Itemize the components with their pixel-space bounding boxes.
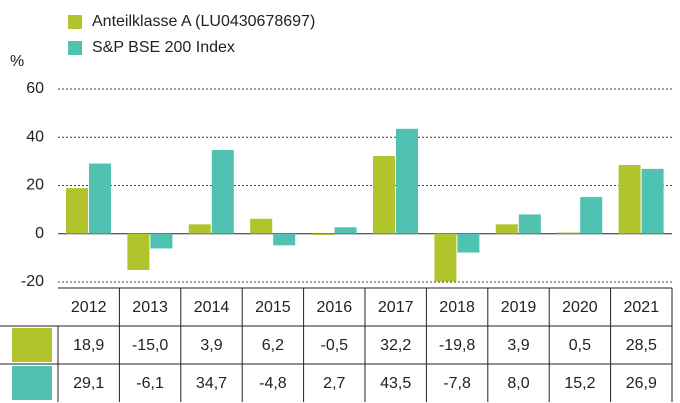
table-value: 8,0 [507, 375, 529, 392]
legend-label: S&P BSE 200 Index [92, 39, 235, 56]
x-tick-label: 2019 [501, 299, 537, 316]
bar [66, 188, 88, 234]
bar [250, 218, 273, 234]
y-tick-label: 40 [26, 128, 44, 145]
bar [495, 224, 518, 234]
bar [127, 233, 150, 270]
x-tick-label: 2017 [378, 299, 414, 316]
bar [211, 150, 234, 234]
legend-label: Anteilklasse A (LU0430678697) [92, 13, 315, 30]
table-value: -15,0 [132, 337, 169, 354]
y-tick-label: 0 [35, 225, 44, 242]
table-value: 28,5 [626, 337, 657, 354]
table-value: 0,5 [569, 337, 591, 354]
bar [618, 164, 641, 234]
bar [188, 224, 211, 234]
bar [457, 233, 480, 253]
table-value: 26,9 [626, 375, 657, 392]
bar [557, 232, 580, 234]
legend-swatch [68, 15, 82, 29]
table-value: 6,2 [262, 337, 284, 354]
x-tick-label: 2012 [71, 299, 107, 316]
table-value: 43,5 [380, 375, 411, 392]
bar [641, 168, 664, 234]
table-value: 32,2 [380, 337, 411, 354]
bar [334, 227, 357, 234]
x-tick-label: 2016 [317, 299, 353, 316]
x-tick-label: 2020 [562, 299, 598, 316]
table-value: 15,2 [564, 375, 595, 392]
bar [150, 233, 173, 249]
x-tick-label: 2014 [194, 299, 230, 316]
x-tick-label: 2018 [439, 299, 475, 316]
table-value: -7,8 [443, 375, 471, 392]
legend-swatch [68, 41, 82, 55]
y-tick-label: 20 [26, 177, 44, 194]
y-tick-label: 60 [26, 80, 44, 97]
bar [580, 197, 603, 234]
table-value: -4,8 [259, 375, 287, 392]
table-swatch [12, 328, 52, 362]
bar [273, 233, 296, 246]
table-value: 3,9 [200, 337, 222, 354]
x-tick-label: 2015 [255, 299, 291, 316]
bar [89, 163, 111, 234]
y-tick-label: -20 [21, 273, 44, 290]
bar [373, 156, 395, 234]
bar [518, 214, 541, 234]
x-tick-label: 2021 [624, 299, 660, 316]
table-value: 29,1 [73, 375, 104, 392]
bar [434, 233, 457, 282]
table-value: 18,9 [73, 337, 104, 354]
table-value: 2,7 [323, 375, 345, 392]
table-value: -6,1 [136, 375, 164, 392]
table-value: 34,7 [196, 375, 227, 392]
table-value: 3,9 [507, 337, 529, 354]
table-value: -19,8 [439, 337, 476, 354]
y-axis-label: % [10, 53, 24, 70]
bar [311, 233, 334, 235]
x-tick-label: 2013 [132, 299, 168, 316]
table-value: -0,5 [321, 337, 349, 354]
bar [396, 128, 418, 234]
table-swatch [12, 366, 52, 400]
